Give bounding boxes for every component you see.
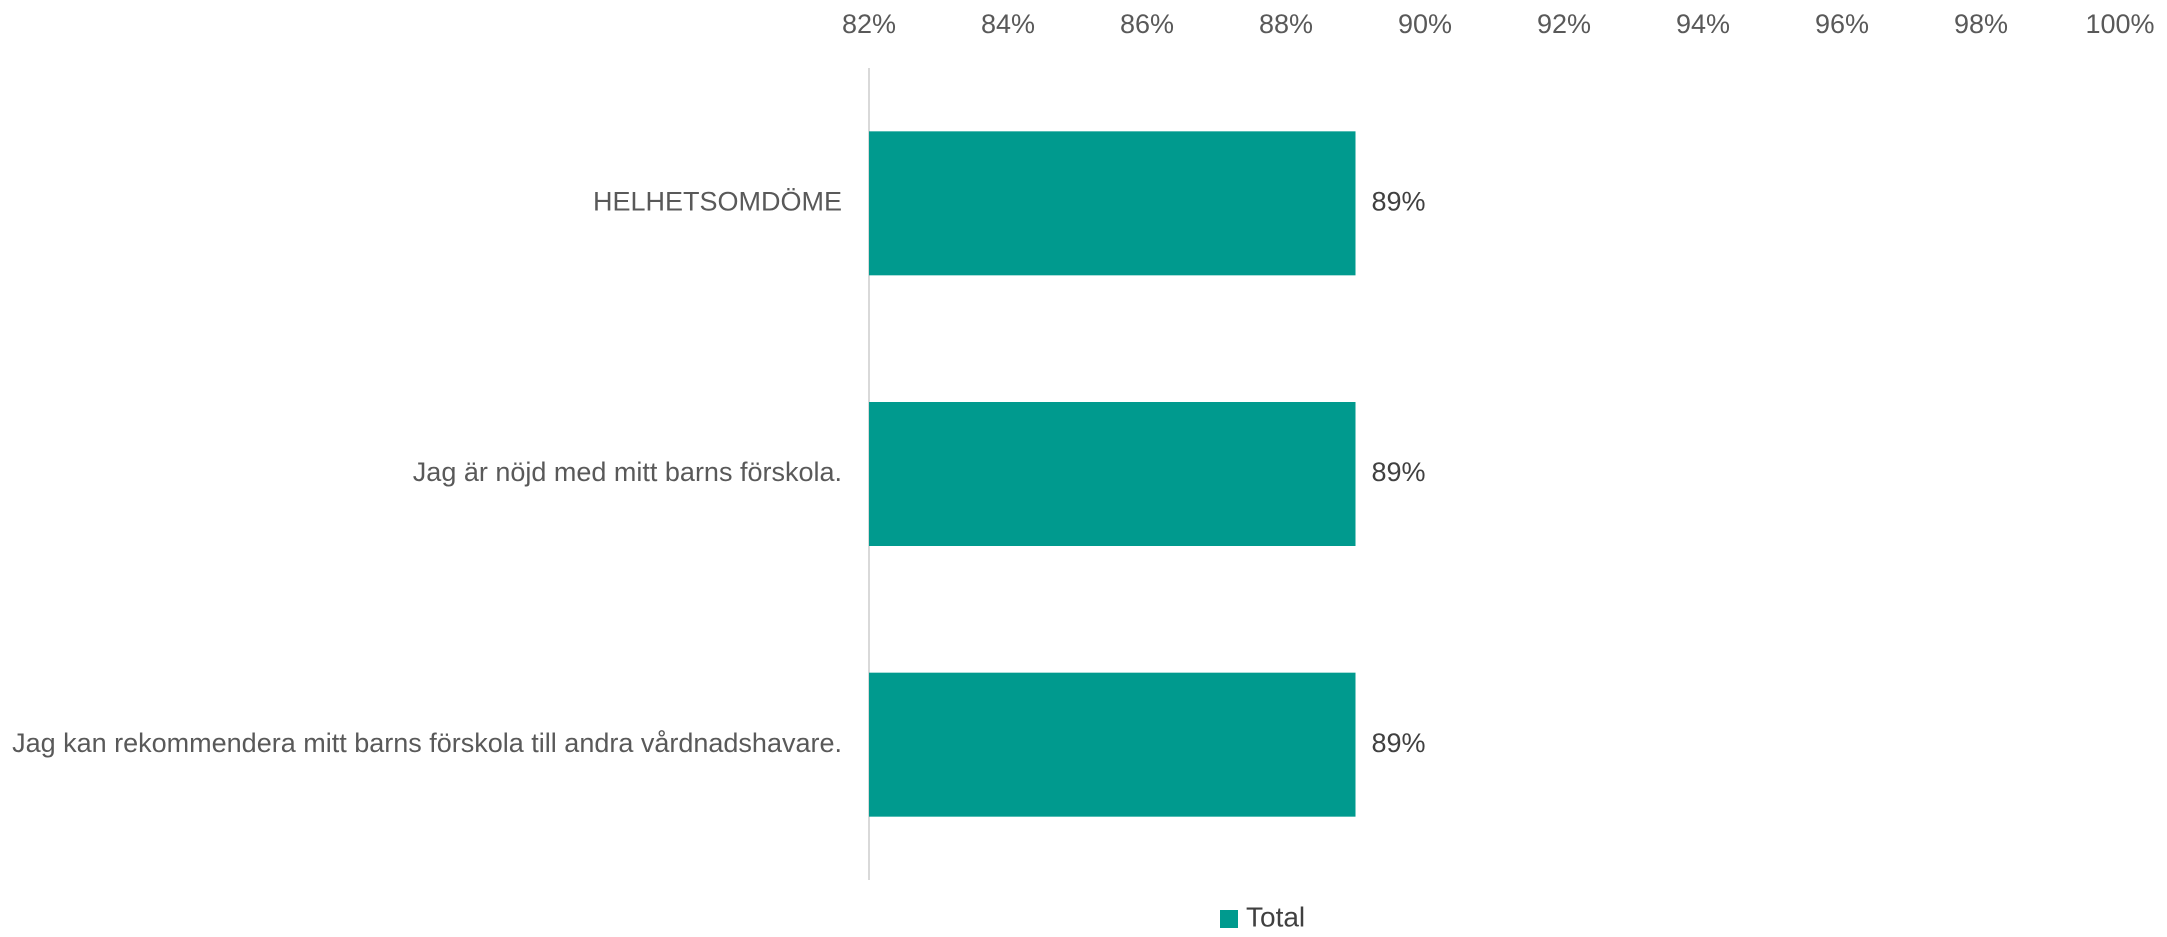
data-label: 89% xyxy=(1372,186,1426,216)
x-tick-label: 96% xyxy=(1815,9,1869,39)
category-label: Jag kan rekommendera mitt barns förskola… xyxy=(12,728,842,758)
data-label: 89% xyxy=(1372,728,1426,758)
legend-label: Total xyxy=(1246,901,1305,932)
x-tick-label: 100% xyxy=(2085,9,2154,39)
x-tick-label: 88% xyxy=(1259,9,1313,39)
bars xyxy=(869,131,1356,817)
x-tick-label: 90% xyxy=(1398,9,1452,39)
x-tick-label: 82% xyxy=(842,9,896,39)
x-tick-label: 86% xyxy=(1120,9,1174,39)
category-labels: HELHETSOMDÖME Jag är nöjd med mitt barns … xyxy=(12,186,842,757)
legend: Total xyxy=(1220,901,1305,932)
x-axis-tick-labels: 82% 84% 86% 88% 90% 92% 94% 96% 98% 100% xyxy=(842,9,2155,39)
legend-swatch xyxy=(1220,910,1238,928)
bar xyxy=(869,672,1356,817)
x-tick-label: 84% xyxy=(981,9,1035,39)
bar xyxy=(869,131,1356,276)
data-label: 89% xyxy=(1372,457,1426,487)
x-tick-label: 92% xyxy=(1537,9,1591,39)
x-tick-label: 98% xyxy=(1954,9,2008,39)
bar xyxy=(869,402,1356,546)
category-label: Jag är nöjd med mitt barns förskola. xyxy=(413,457,842,487)
category-label: HELHETSOMDÖME xyxy=(593,186,842,216)
x-tick-label: 94% xyxy=(1676,9,1730,39)
data-labels: 89% 89% 89% xyxy=(1372,186,1426,757)
